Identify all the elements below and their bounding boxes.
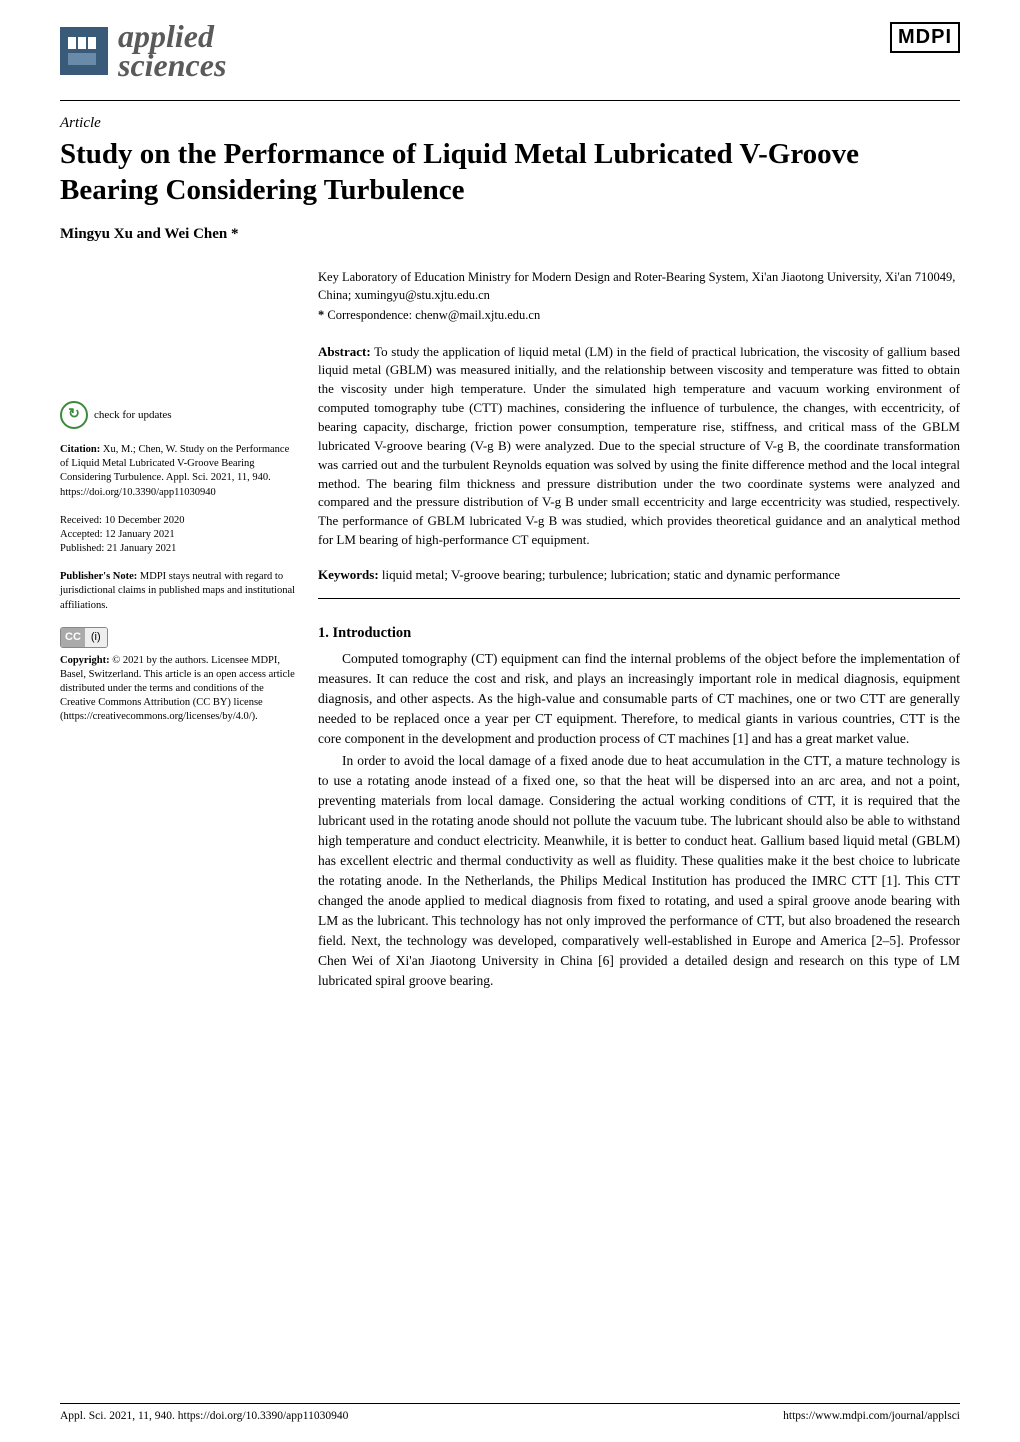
check-updates-text: check for updates [94, 409, 172, 421]
citation-label: Citation: [60, 444, 100, 455]
journal-name: applied sciences [118, 22, 226, 80]
affiliation: Key Laboratory of Education Ministry for… [318, 269, 960, 304]
main-column: Key Laboratory of Education Ministry for… [318, 269, 960, 993]
page-footer: Appl. Sci. 2021, 11, 940. https://doi.or… [60, 1403, 960, 1422]
sidebar: ↻ check for updates Citation: Xu, M.; Ch… [60, 269, 300, 993]
intro-paragraph-1: Computed tomography (CT) equipment can f… [318, 649, 960, 749]
cc-badge-left: CC [61, 628, 85, 647]
published-date: Published: 21 January 2021 [60, 542, 300, 556]
dates-block: Received: 10 December 2020 Accepted: 12 … [60, 514, 300, 557]
abstract-label: Abstract: [318, 344, 371, 359]
copyright-label: Copyright: [60, 655, 110, 666]
abstract-block: Abstract: To study the application of li… [318, 343, 960, 550]
abstract-divider [318, 598, 960, 599]
journal-logo-block: applied sciences [60, 22, 226, 80]
correspondence: * Correspondence: chenw@mail.xjtu.edu.cn [318, 307, 960, 325]
footer-right: https://www.mdpi.com/journal/applsci [783, 1410, 960, 1422]
check-updates-icon: ↻ [60, 401, 88, 429]
keywords-label: Keywords: [318, 567, 379, 582]
article-type: Article [0, 101, 1020, 132]
authors: Mingyu Xu and Wei Chen * [0, 208, 1020, 243]
intro-paragraph-2: In order to avoid the local damage of a … [318, 751, 960, 991]
intro-body: Computed tomography (CT) equipment can f… [318, 649, 960, 990]
cc-badge: CC (i) [60, 627, 108, 648]
cc-badge-right: (i) [85, 628, 107, 647]
abstract-text: To study the application of liquid metal… [318, 344, 960, 547]
journal-name-line2: sciences [118, 51, 226, 80]
check-updates-badge[interactable]: ↻ check for updates [60, 401, 300, 429]
article-title: Study on the Performance of Liquid Metal… [0, 132, 1020, 209]
license-block: CC (i) Copyright: © 2021 by the authors.… [60, 627, 300, 725]
accepted-date: Accepted: 12 January 2021 [60, 528, 300, 542]
section-heading-intro: 1. Introduction [318, 623, 960, 643]
received-date: Received: 10 December 2020 [60, 514, 300, 528]
keywords-text: liquid metal; V-groove bearing; turbulen… [382, 567, 840, 582]
journal-logo-icon [60, 27, 108, 75]
citation-block: Citation: Xu, M.; Chen, W. Study on the … [60, 443, 300, 500]
page-header: applied sciences MDPI [0, 0, 1020, 90]
publishers-note-label: Publisher's Note: [60, 571, 137, 582]
correspondence-text: Correspondence: chenw@mail.xjtu.edu.cn [327, 308, 540, 322]
publishers-note-block: Publisher's Note: MDPI stays neutral wit… [60, 570, 300, 613]
main-content-grid: ↻ check for updates Citation: Xu, M.; Ch… [0, 243, 1020, 993]
keywords-block: Keywords: liquid metal; V-groove bearing… [318, 566, 960, 584]
publisher-logo: MDPI [890, 22, 960, 53]
footer-left: Appl. Sci. 2021, 11, 940. https://doi.or… [60, 1410, 348, 1422]
correspondence-star: * [318, 308, 324, 322]
sidebar-spacer [60, 269, 300, 387]
